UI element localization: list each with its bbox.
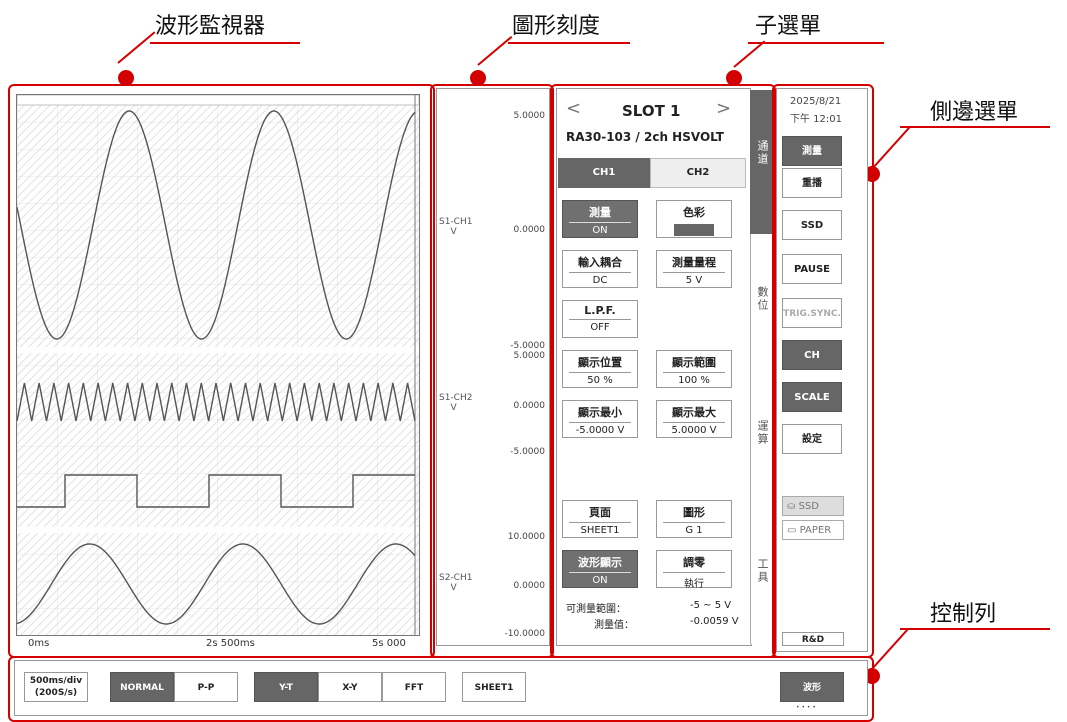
page-button[interactable]: 頁面 SHEET1	[562, 500, 638, 538]
measured-value-label: 測量值：	[594, 620, 634, 631]
replay-button[interactable]: 重播	[782, 168, 842, 198]
scale-button[interactable]: SCALE	[782, 382, 842, 412]
scale-ch3-min: -10.0000	[504, 629, 545, 639]
tab-ch2[interactable]: CH2	[650, 158, 746, 188]
time-label-start: 0ms	[28, 638, 50, 649]
display-position-button[interactable]: 顯示位置 50 %	[562, 350, 638, 388]
highlight-control-bar	[8, 656, 874, 722]
yt-mode-button[interactable]: Y-T	[254, 672, 318, 702]
callout-dot-submenu	[726, 70, 742, 86]
trace-pulse	[17, 474, 415, 508]
time-label: 下午 12:01	[790, 114, 842, 125]
pp-mode-button[interactable]: P-P	[174, 672, 238, 702]
time-label-mid: 2s 500ms	[206, 638, 255, 649]
callout-monitor: 波形監視器	[155, 14, 266, 39]
normal-mode-button[interactable]: NORMAL	[110, 672, 174, 702]
date-label: 2025/8/21	[790, 96, 842, 107]
leader-line-submenu	[748, 42, 884, 44]
callout-dot-scale	[470, 70, 486, 86]
sheet-button[interactable]: SHEET1	[462, 672, 526, 702]
trig-sync-button[interactable]: TRIG.SYNC.	[782, 298, 842, 328]
measurable-range-value: -5 ~ 5 V	[690, 600, 732, 611]
zero-adjust-button[interactable]: 調零 執行	[656, 550, 732, 590]
time-axis: 0ms 2s 500ms 5s 000	[16, 636, 426, 652]
color-button[interactable]: 色彩	[656, 200, 732, 238]
scale-ch2-max: 5.0000	[513, 351, 546, 361]
callout-submenu: 子選單	[755, 14, 822, 39]
drive-icon: ⛀	[787, 501, 796, 512]
tab-math[interactable]: 運算	[756, 420, 769, 446]
trace-s1-ch1	[17, 110, 416, 340]
measure-toggle-button[interactable]: 測量 ON	[562, 200, 638, 238]
slot-title: SLOT 1	[622, 102, 681, 120]
color-swatch	[674, 224, 714, 236]
display-range-button[interactable]: 顯示範圍 100 %	[656, 350, 732, 388]
time-label-end: 5s 000	[372, 638, 406, 649]
trace-s2-ch1	[17, 543, 416, 625]
leader-line-scale-diag	[477, 35, 513, 66]
scale-ch2-zero: 0.0000	[513, 401, 546, 411]
measure-range-button[interactable]: 測量量程 5 V	[656, 250, 732, 288]
waveform-canvas[interactable]	[17, 95, 419, 635]
callout-side-menu: 側邊選單	[930, 100, 1019, 125]
media-paper-indicator[interactable]: ▭ PAPER	[782, 520, 844, 540]
leader-line-scale	[508, 42, 630, 44]
scale-ch1-min: -5.0000	[510, 341, 545, 351]
page-dots-indicator: • • • •	[796, 704, 816, 711]
xy-mode-button[interactable]: X-Y	[318, 672, 382, 702]
display-max-button[interactable]: 顯示最大 5.0000 V	[656, 400, 732, 438]
scale-ch1-label: S1-CH1 V	[439, 217, 473, 237]
leader-line-submenu-diag	[733, 40, 766, 68]
tab-channel[interactable]: 通道	[756, 140, 769, 166]
scale-ch1-max: 5.0000	[513, 111, 546, 121]
leader-line-ctrl	[900, 628, 1050, 630]
graph-button[interactable]: 圖形 G 1	[656, 500, 732, 538]
callout-dot-monitor	[118, 70, 134, 86]
scale-ch3-label: S2-CH1 V	[439, 573, 473, 593]
scale-ch3-max: 10.0000	[507, 532, 545, 542]
ch-button[interactable]: CH	[782, 340, 842, 370]
trace-s1-ch2	[17, 382, 416, 422]
media-ssd-indicator[interactable]: ⛀ SSD	[782, 496, 844, 516]
pause-button[interactable]: PAUSE	[782, 254, 842, 284]
waveform-view-button[interactable]: 波形	[780, 672, 844, 702]
leader-line-monitor-diag	[117, 31, 156, 64]
settings-button[interactable]: 設定	[782, 424, 842, 454]
leader-line-side-diag	[871, 126, 911, 170]
slot-next-button[interactable]: >	[716, 98, 732, 119]
input-coupling-button[interactable]: 輸入耦合 DC	[562, 250, 638, 288]
callout-scale: 圖形刻度	[512, 14, 601, 39]
leader-line-ctrl-diag	[871, 628, 909, 670]
wave-display-toggle-button[interactable]: 波形顯示 ON	[562, 550, 638, 588]
slot-prev-button[interactable]: <	[566, 98, 582, 119]
ssd-button[interactable]: SSD	[782, 210, 842, 240]
tab-channel-bg[interactable]	[750, 90, 772, 234]
lpf-button[interactable]: L.P.F. OFF	[562, 300, 638, 338]
measure-mode-button[interactable]: 測量	[782, 136, 842, 166]
scale-ch1-zero: 0.0000	[513, 225, 546, 235]
tab-tools[interactable]: 工具	[756, 558, 769, 584]
scale-ch3-zero: 0.0000	[513, 581, 546, 591]
display-min-button[interactable]: 顯示最小 -5.0000 V	[562, 400, 638, 438]
measurable-range-label: 可測量範圍：	[566, 604, 626, 615]
measured-value: -0.0059 V	[690, 616, 739, 627]
timebase-button[interactable]: 500ms/div (200S/s)	[24, 672, 88, 702]
rd-button[interactable]: R&D	[782, 632, 844, 646]
fft-mode-button[interactable]: FFT	[382, 672, 446, 702]
tab-ch1[interactable]: CH1	[558, 158, 650, 188]
scale-ch2-min: -5.0000	[510, 447, 545, 457]
module-name: RA30-103 / 2ch HSVOLT	[566, 130, 724, 144]
leader-line-monitor	[150, 42, 300, 44]
printer-icon: ▭	[787, 525, 797, 536]
scale-ch2-label: S1-CH2 V	[439, 393, 473, 413]
graph-scale-panel: 5.0000 S1-CH1 V 0.0000 -5.0000 5.0000 S1…	[436, 88, 550, 646]
leader-line-side	[900, 126, 1050, 128]
tab-digital[interactable]: 數位	[756, 286, 769, 312]
callout-control-bar: 控制列	[930, 602, 997, 627]
waveform-monitor[interactable]	[16, 94, 420, 636]
